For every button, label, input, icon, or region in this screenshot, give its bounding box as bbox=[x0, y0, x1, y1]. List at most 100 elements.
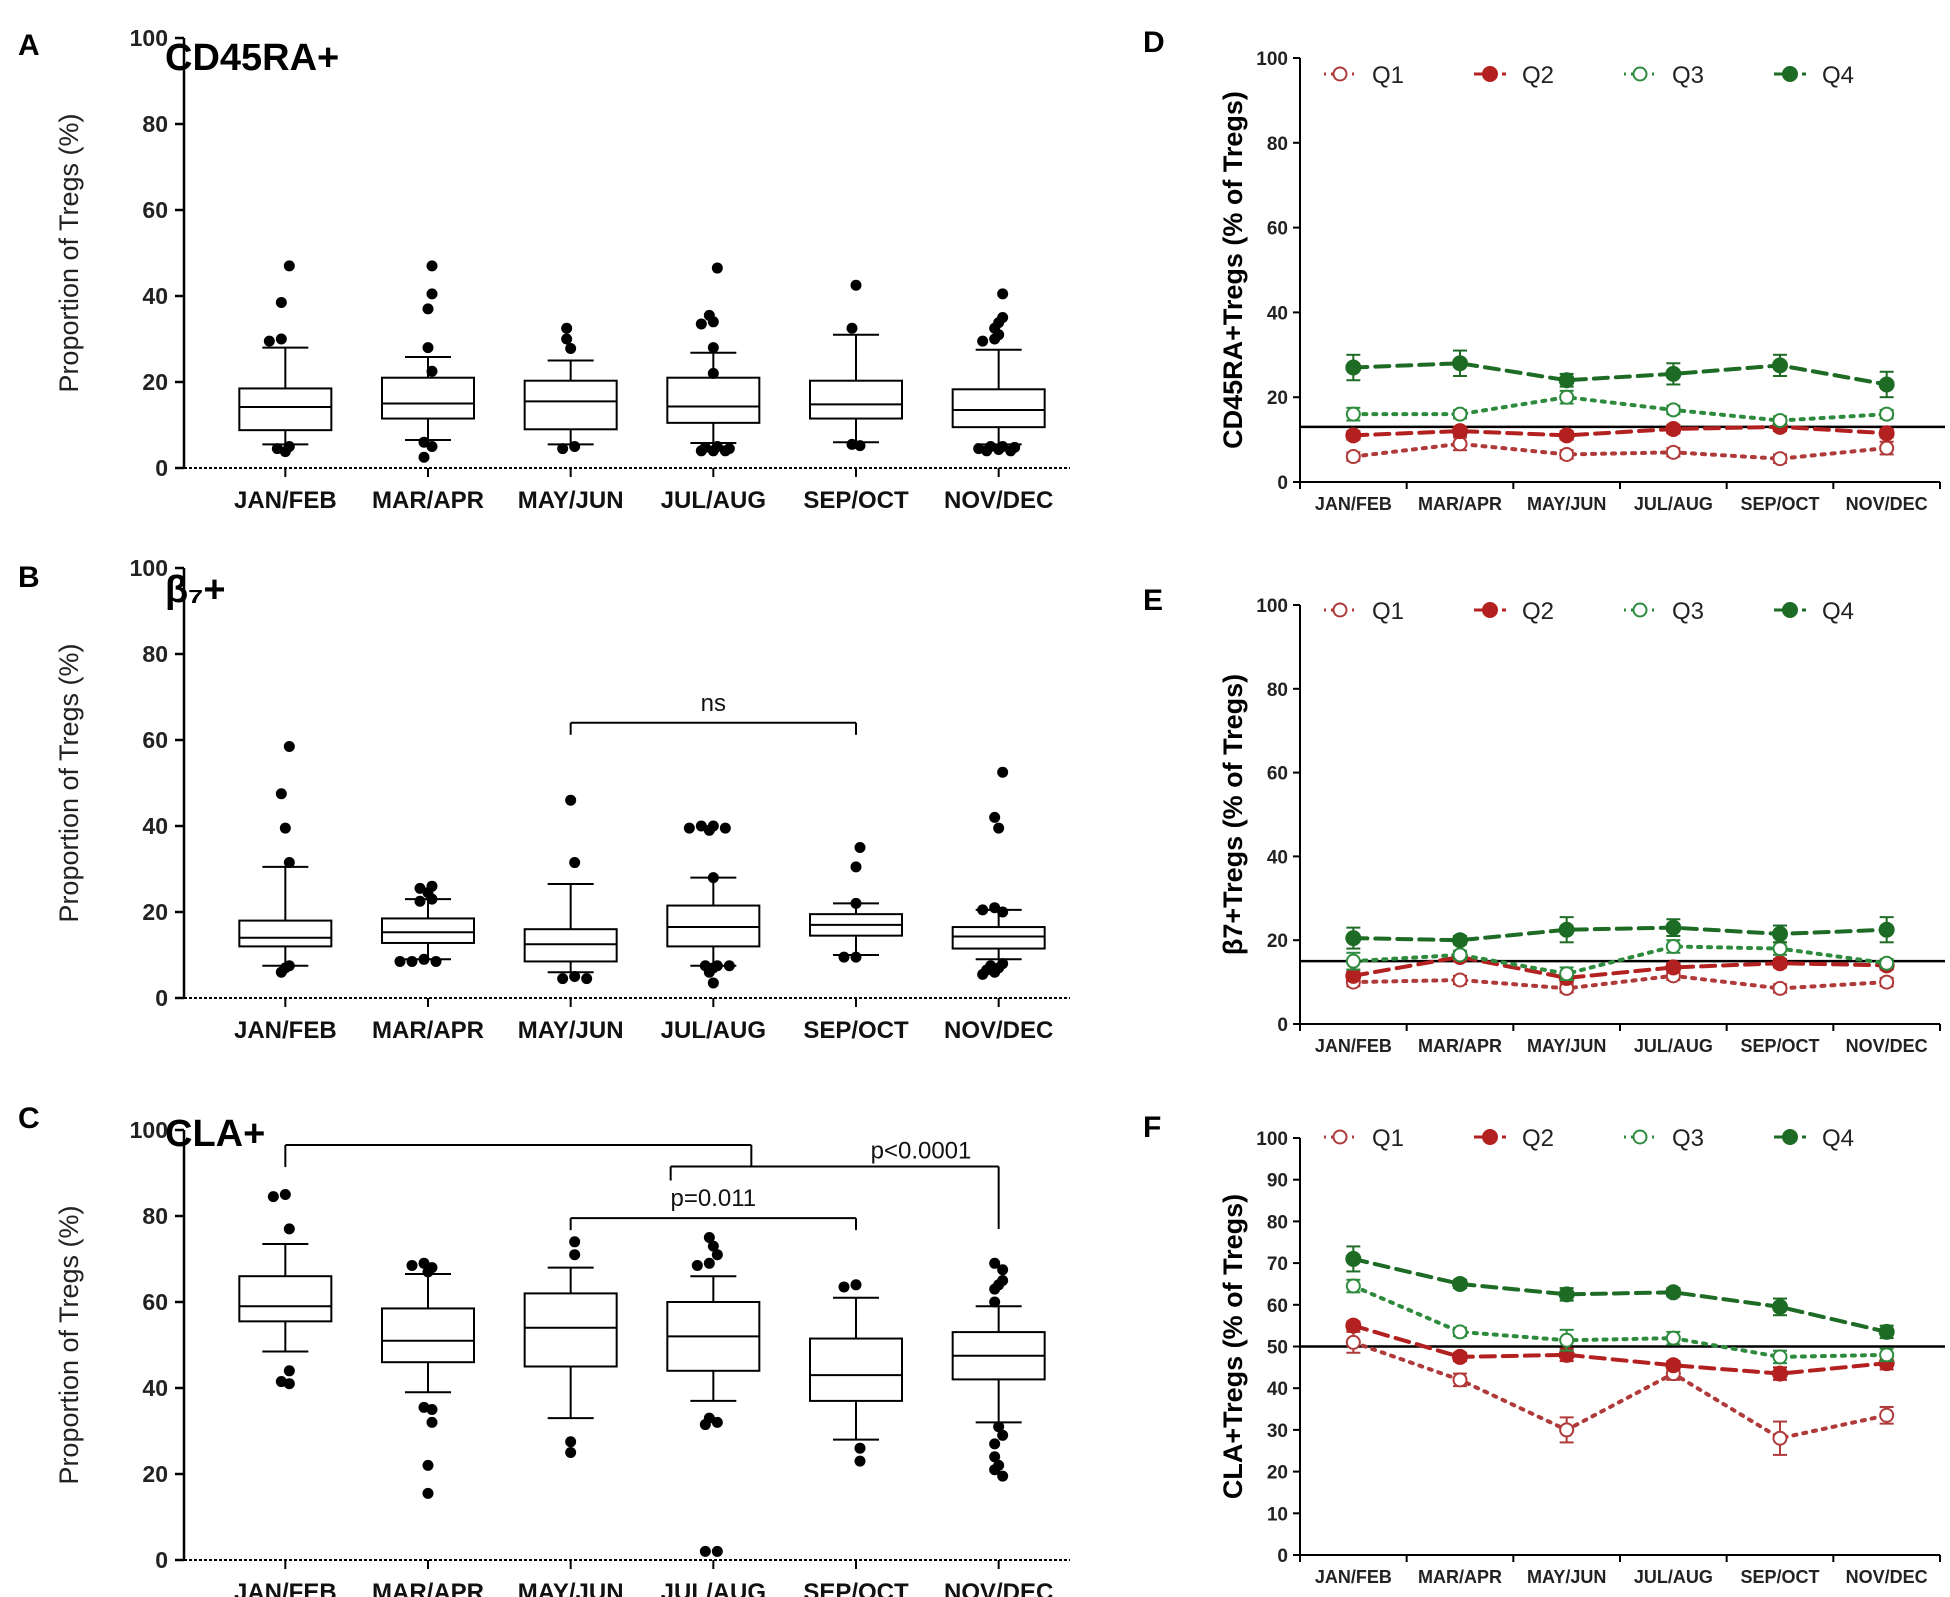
panel-E: E 0 20 40 60 80 100 JAN/FEB MAR/APR MAY/JUN JUL/AU… bbox=[1143, 584, 1945, 1056]
legend-label: Q2 bbox=[1522, 1125, 1554, 1152]
outlier-point bbox=[723, 960, 735, 972]
x-tick-label: SEP/OCT bbox=[1740, 494, 1819, 514]
series-line bbox=[1351, 361, 1889, 387]
y-tick-label: 10 bbox=[1267, 1504, 1288, 1525]
outlier-point bbox=[414, 895, 426, 907]
outlier-point bbox=[279, 446, 291, 458]
outlier-point bbox=[426, 441, 438, 452]
outlier-point bbox=[997, 906, 1009, 918]
data-point bbox=[1665, 938, 1681, 954]
data-point bbox=[1452, 436, 1468, 452]
y-tick-label: 100 bbox=[1256, 1129, 1288, 1150]
y-tick-label: 80 bbox=[1267, 134, 1288, 155]
x-tick-label: JUL/AUG bbox=[661, 487, 766, 514]
box-iqr bbox=[381, 917, 475, 944]
y-axis-label: β7+Tregs (% of Tregs) bbox=[1218, 674, 1248, 955]
legend-label: Q4 bbox=[1822, 62, 1854, 89]
outlier-point bbox=[703, 1232, 715, 1243]
legend-label: Q2 bbox=[1522, 62, 1554, 89]
outlier-point bbox=[426, 893, 438, 905]
data-point bbox=[1879, 955, 1895, 971]
data-point bbox=[1558, 921, 1575, 938]
significance-bracket bbox=[284, 1144, 753, 1168]
outlier-point bbox=[707, 872, 719, 884]
data-point bbox=[1345, 953, 1361, 969]
outlier-point bbox=[989, 333, 1001, 345]
series-q4 bbox=[1345, 916, 1895, 950]
y-axis-label: Proportion of Tregs (%) bbox=[54, 1205, 84, 1484]
outlier-point bbox=[850, 897, 862, 909]
y-tick-label: 40 bbox=[142, 283, 168, 309]
legend-label: Q4 bbox=[1822, 598, 1854, 625]
legend-swatch-marker bbox=[1782, 66, 1798, 82]
panel-letter: A bbox=[18, 29, 40, 62]
series-line bbox=[1351, 424, 1889, 438]
legend-item-q1: Q1 bbox=[1324, 62, 1404, 89]
box-jul-aug bbox=[666, 820, 761, 989]
series-line bbox=[1351, 925, 1889, 943]
outlier-point bbox=[283, 1223, 295, 1235]
x-tick-label: JUL/AUG bbox=[1634, 1036, 1713, 1056]
outlier-point bbox=[683, 822, 695, 834]
outlier-point bbox=[977, 335, 989, 347]
data-point bbox=[1345, 1317, 1362, 1334]
outlier-point bbox=[426, 1416, 438, 1428]
panel-D: D 0 20 40 60 80 100 JAN/FEB MAR/APR MAY/JUN JUL/AU… bbox=[1143, 26, 1945, 514]
legend-label: Q3 bbox=[1672, 1125, 1704, 1152]
x-tick-label: JAN/FEB bbox=[1315, 1567, 1392, 1587]
x-tick-label: NOV/DEC bbox=[944, 1579, 1053, 1597]
legend-item-q4: Q4 bbox=[1774, 1125, 1854, 1152]
data-point bbox=[1772, 1365, 1788, 1382]
data-point bbox=[1665, 421, 1682, 437]
outlier-point bbox=[1005, 445, 1017, 457]
outlier-point bbox=[997, 1429, 1009, 1441]
box-iqr bbox=[523, 928, 618, 963]
outlier-point bbox=[695, 445, 707, 457]
box-iqr bbox=[381, 1307, 475, 1364]
outlier-point bbox=[695, 318, 707, 330]
y-axis-label: CLA+Tregs (% of Tregs) bbox=[1218, 1194, 1248, 1499]
legend-swatch-marker bbox=[1332, 66, 1348, 82]
box-iqr bbox=[523, 1292, 618, 1368]
data-point bbox=[1772, 451, 1788, 467]
outlier-point bbox=[699, 1545, 711, 1557]
series-line bbox=[1351, 441, 1889, 461]
outlier-point bbox=[691, 1259, 703, 1271]
data-point bbox=[1665, 1330, 1681, 1346]
y-tick-label: 80 bbox=[1267, 680, 1288, 701]
data-point bbox=[1665, 365, 1682, 382]
x-tick-label: JAN/FEB bbox=[1315, 1036, 1392, 1056]
panel-title: CD45RA+ bbox=[165, 37, 339, 79]
box-may-jun bbox=[523, 794, 618, 985]
y-tick-label: 90 bbox=[1267, 1171, 1288, 1192]
x-tick-label: JUL/AUG bbox=[661, 1017, 766, 1044]
outlier-point bbox=[569, 857, 581, 869]
outlier-point bbox=[569, 1249, 581, 1261]
legend-label: Q1 bbox=[1372, 62, 1404, 89]
y-tick-label: 40 bbox=[1267, 847, 1288, 868]
y-axis-label: Proportion of Tregs (%) bbox=[54, 643, 84, 922]
box-mar-apr bbox=[381, 260, 475, 463]
data-point bbox=[1452, 1348, 1468, 1365]
y-tick-label: 60 bbox=[142, 1289, 168, 1315]
box-jan-feb bbox=[238, 740, 333, 978]
data-point bbox=[1345, 1334, 1361, 1350]
series-q1 bbox=[1345, 436, 1895, 467]
legend-swatch-marker bbox=[1782, 1129, 1798, 1145]
outlier-point bbox=[426, 1404, 438, 1415]
outlier-point bbox=[283, 1378, 295, 1390]
outlier-point bbox=[711, 1545, 723, 1557]
outlier-point bbox=[989, 1438, 1001, 1450]
outlier-point bbox=[854, 1455, 866, 1467]
series-line bbox=[1351, 1340, 1889, 1441]
outlier-point bbox=[569, 441, 581, 452]
x-tick-label: JAN/FEB bbox=[1315, 494, 1392, 514]
box-iqr bbox=[951, 388, 1046, 429]
outlier-point bbox=[707, 977, 719, 989]
outlier-point bbox=[422, 303, 434, 315]
x-tick-label: MAR/APR bbox=[1418, 1567, 1502, 1587]
data-point bbox=[1665, 1357, 1682, 1374]
series-q2 bbox=[1345, 418, 1895, 444]
